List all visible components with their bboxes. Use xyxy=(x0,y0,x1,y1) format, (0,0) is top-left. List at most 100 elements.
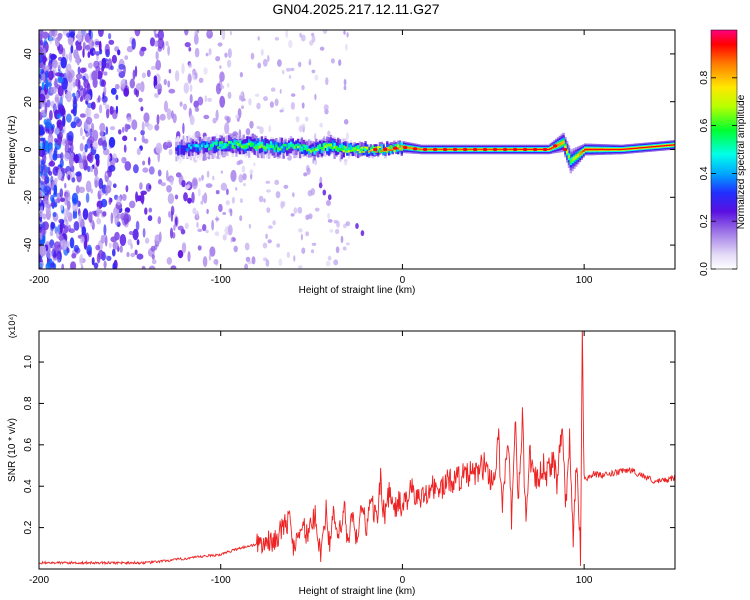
noise-cell xyxy=(226,188,229,196)
noise-cell xyxy=(139,182,143,190)
noise-cell xyxy=(46,249,52,259)
ridge-cell xyxy=(346,142,349,154)
noise-cell xyxy=(112,241,119,250)
snr-ylabel: SNR (10 * v/v) xyxy=(7,418,18,482)
noise-cell xyxy=(305,231,310,237)
noise-cell xyxy=(39,68,42,74)
ridge-cell xyxy=(476,148,480,151)
snr-frame xyxy=(38,330,676,570)
ridge-cell xyxy=(624,148,627,150)
noise-cell xyxy=(196,210,199,219)
noise-cell xyxy=(157,169,162,177)
noise-cell xyxy=(240,92,243,97)
ridge-cell xyxy=(322,148,325,151)
ridge-cell xyxy=(186,143,189,151)
ridge-cell xyxy=(398,147,402,150)
noise-cell xyxy=(295,116,300,123)
ridge-cell xyxy=(387,146,391,151)
noise-cell xyxy=(91,219,94,225)
noise-cell xyxy=(52,211,57,218)
noise-cell xyxy=(336,220,340,228)
noise-cell xyxy=(126,45,134,53)
ridge-cell xyxy=(538,148,542,151)
noise-cell xyxy=(278,258,283,267)
noise-cell xyxy=(168,211,171,218)
noise-cell xyxy=(64,143,70,155)
ridge-cell xyxy=(516,148,520,151)
noise-cell xyxy=(62,115,66,127)
ridge-cell xyxy=(215,142,218,153)
noise-cell xyxy=(290,102,295,110)
noise-cell xyxy=(204,95,208,103)
noise-cell xyxy=(63,152,71,162)
spectrogram-heatmap xyxy=(39,30,675,269)
noise-cell xyxy=(88,211,93,223)
noise-cell xyxy=(290,67,295,72)
noise-cell xyxy=(224,122,230,135)
ridge-cell xyxy=(371,149,374,151)
ridge-cell xyxy=(311,149,314,152)
noise-cell xyxy=(64,182,67,189)
noise-cell xyxy=(221,30,226,40)
noise-cell xyxy=(142,167,149,173)
noise-cell xyxy=(245,256,251,262)
noise-cell xyxy=(57,85,64,97)
noise-cell xyxy=(140,106,144,112)
ridge-cell xyxy=(211,143,214,147)
ridge-cell xyxy=(620,148,623,151)
noise-cell xyxy=(39,111,43,121)
noise-cell xyxy=(197,245,202,251)
noise-cell xyxy=(112,262,116,269)
noise-cell xyxy=(142,228,146,238)
ridge-cell xyxy=(426,148,429,151)
noise-cell xyxy=(173,224,176,231)
ridge-cell xyxy=(282,147,285,153)
noise-cell xyxy=(103,86,107,96)
ridge-cell xyxy=(518,148,522,151)
ridge-cell xyxy=(318,143,322,149)
ridge-cell xyxy=(204,141,207,149)
ridge-cell xyxy=(638,147,642,149)
noise-cell xyxy=(206,208,209,215)
ridge-cell xyxy=(217,146,220,149)
noise-cell xyxy=(235,187,238,191)
noise-cell xyxy=(43,38,48,46)
noise-cell xyxy=(42,221,49,231)
noise-cell xyxy=(71,192,79,205)
noise-cell xyxy=(327,255,332,261)
noise-cell xyxy=(122,126,125,133)
noise-cell xyxy=(314,207,320,212)
noise-cell xyxy=(212,117,217,124)
ridge-cell xyxy=(258,145,262,149)
noise-cell xyxy=(42,54,47,65)
ridge-cell xyxy=(496,148,500,151)
noise-cell xyxy=(39,226,42,231)
noise-cell xyxy=(55,153,62,159)
noise-cell xyxy=(43,200,50,208)
noise-cell xyxy=(110,236,117,243)
noise-cell xyxy=(167,45,171,56)
ridge-cell xyxy=(193,144,196,152)
ridge-cell xyxy=(625,148,629,150)
ridge-cell xyxy=(487,148,491,151)
noise-cell xyxy=(108,33,112,40)
noise-cell xyxy=(274,98,279,107)
noise-cell xyxy=(153,30,157,36)
noise-cell xyxy=(54,138,58,143)
noise-cell xyxy=(311,242,317,246)
noise-cell xyxy=(118,63,125,70)
ridge-cell xyxy=(549,147,552,150)
noise-cell xyxy=(256,102,261,110)
noise-cell xyxy=(214,231,220,237)
noise-cell xyxy=(101,79,106,87)
ridge-peak xyxy=(452,147,458,152)
noise-cell xyxy=(70,109,75,114)
noise-cell xyxy=(166,170,169,182)
ridge-cell xyxy=(178,145,182,149)
noise-cell xyxy=(56,113,61,119)
noise-cell xyxy=(184,30,189,36)
ridge-cell xyxy=(226,143,229,147)
noise-cell xyxy=(74,153,79,164)
noise-cell xyxy=(257,36,260,41)
noise-cell xyxy=(39,93,46,103)
